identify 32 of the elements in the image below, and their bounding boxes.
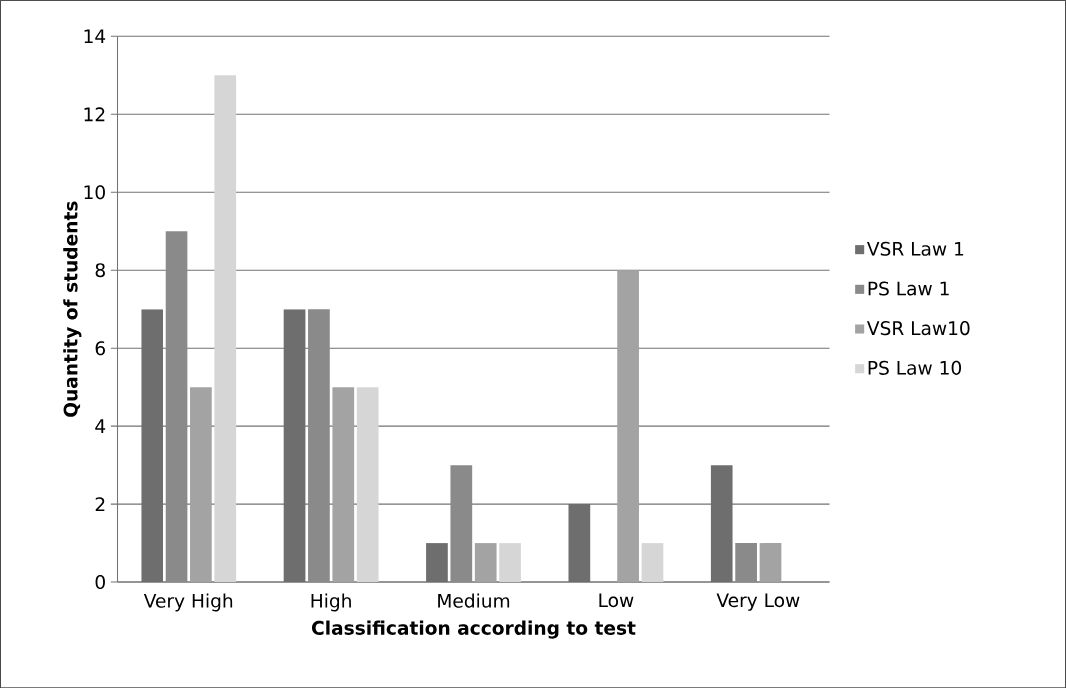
legend-label: PS Law 1: [868, 281, 949, 296]
bar: [759, 542, 782, 582]
bar: [617, 270, 639, 582]
y-tick-label: 14: [84, 29, 106, 43]
y-tick-label: 8: [95, 263, 105, 278]
bar: [735, 542, 757, 582]
legend-label: VSR Law10: [866, 320, 970, 336]
y-tick-label: 4: [95, 419, 106, 433]
y-tick-label: 10: [84, 185, 105, 200]
y-tick-label: 2: [95, 497, 105, 511]
x-tick-label: Very High: [143, 593, 233, 612]
bar: [308, 309, 330, 582]
x-axis-title: Classification according to test: [311, 620, 636, 639]
x-tick-label: Very Low: [716, 593, 800, 611]
y-axis-title: Quantity of students: [63, 201, 82, 417]
legend-label: VSR Law 1: [866, 241, 964, 256]
bar: [641, 542, 664, 582]
bar: [165, 231, 188, 582]
bar: [214, 75, 237, 582]
bar: [356, 387, 379, 582]
y-tick-label: 0: [95, 574, 105, 589]
x-tick-label: High: [311, 593, 351, 612]
bar: [474, 542, 497, 582]
bar: [450, 465, 473, 582]
y-tick-label: 12: [84, 107, 105, 122]
legend-label: PS Law 10: [868, 360, 962, 375]
x-tick-label: Medium: [438, 593, 510, 608]
y-tick-label: 6: [95, 341, 106, 356]
bar: [499, 542, 521, 582]
bar: [190, 387, 212, 582]
x-tick-label: Low: [599, 593, 634, 608]
bar: [332, 387, 355, 582]
